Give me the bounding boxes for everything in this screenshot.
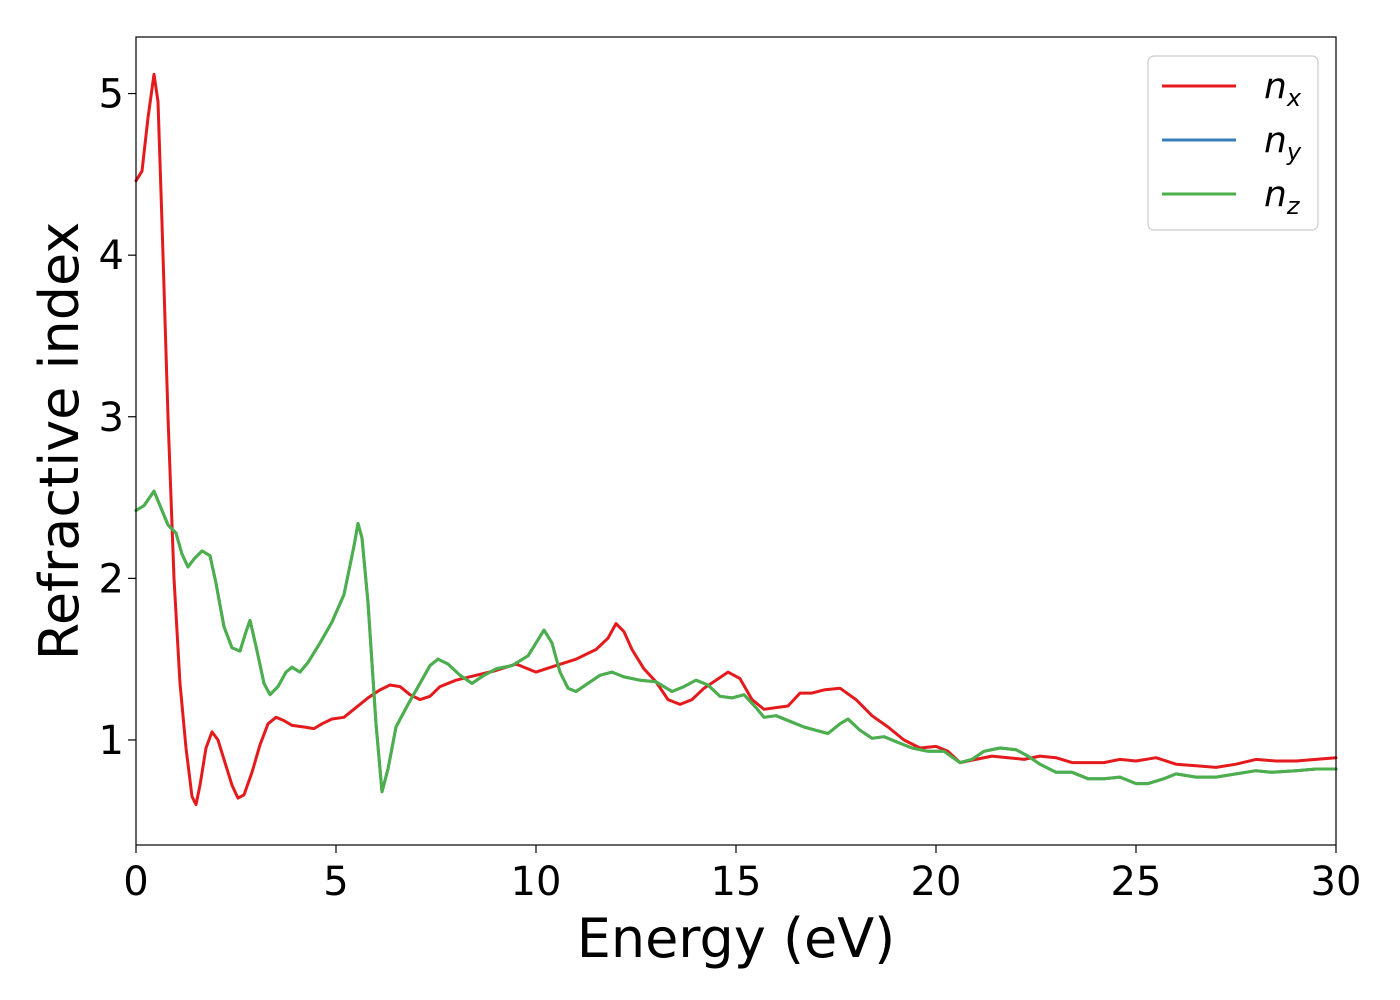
- x-tick-label: 25: [1111, 859, 1162, 905]
- x-tick-label: 10: [511, 859, 562, 905]
- legend-label-x: nx: [1264, 66, 1302, 112]
- series-line-x: [134, 72, 1338, 807]
- y-tick-label: 2: [99, 556, 124, 602]
- series-line-y: [134, 489, 1338, 794]
- y-tick-label: 5: [99, 72, 124, 118]
- legend-box: [1147, 55, 1319, 231]
- legend-label-y: ny: [1264, 120, 1302, 166]
- y-axis-ticks: 1 2 3 4 5: [99, 72, 136, 764]
- y-tick-label: 4: [99, 233, 124, 279]
- legend: nx ny nz: [1147, 55, 1319, 231]
- x-tick-label: 30: [1311, 859, 1362, 905]
- x-tick-label: 0: [123, 859, 148, 905]
- series-line-z: [134, 489, 1338, 794]
- y-tick-label: 3: [99, 395, 124, 441]
- y-axis-label: Refractive index: [28, 222, 91, 661]
- legend-label-z: nz: [1264, 174, 1301, 220]
- series-layer: [134, 72, 1338, 807]
- x-axis-ticks: 0 5 10 15 20 25 30: [123, 845, 1361, 905]
- x-tick-label: 5: [323, 859, 348, 905]
- x-axis-label: Energy (eV): [577, 907, 896, 970]
- x-tick-label: 15: [711, 859, 762, 905]
- x-tick-label: 20: [911, 859, 962, 905]
- y-tick-label: 1: [99, 718, 124, 764]
